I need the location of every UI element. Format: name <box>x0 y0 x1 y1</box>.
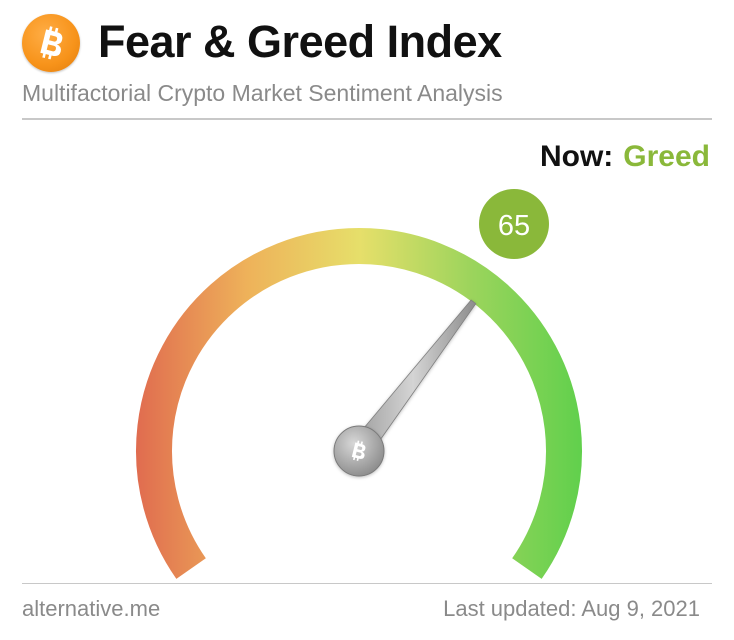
header: Fear & Greed Index <box>22 12 712 76</box>
current-status: Now: Greed <box>540 140 710 174</box>
gauge-value-badge: 65 <box>479 189 549 259</box>
header-divider <box>22 118 712 120</box>
now-value: Greed <box>623 140 710 173</box>
page-subtitle: Multifactorial Crypto Market Sentiment A… <box>22 80 503 106</box>
bitcoin-icon <box>351 440 366 462</box>
last-updated: Last updated: Aug 9, 2021 <box>443 596 700 621</box>
source-link[interactable]: alternative.me <box>22 596 161 621</box>
now-label: Now: <box>539 140 614 173</box>
fear-greed-gauge: 65 <box>136 189 582 579</box>
gauge-arc <box>136 228 582 579</box>
bitcoin-icon <box>22 14 80 72</box>
footer-divider <box>22 583 712 584</box>
gauge-hub <box>333 425 385 477</box>
gauge-value: 65 <box>498 210 530 242</box>
page-title: Fear & Greed Index <box>98 16 502 67</box>
